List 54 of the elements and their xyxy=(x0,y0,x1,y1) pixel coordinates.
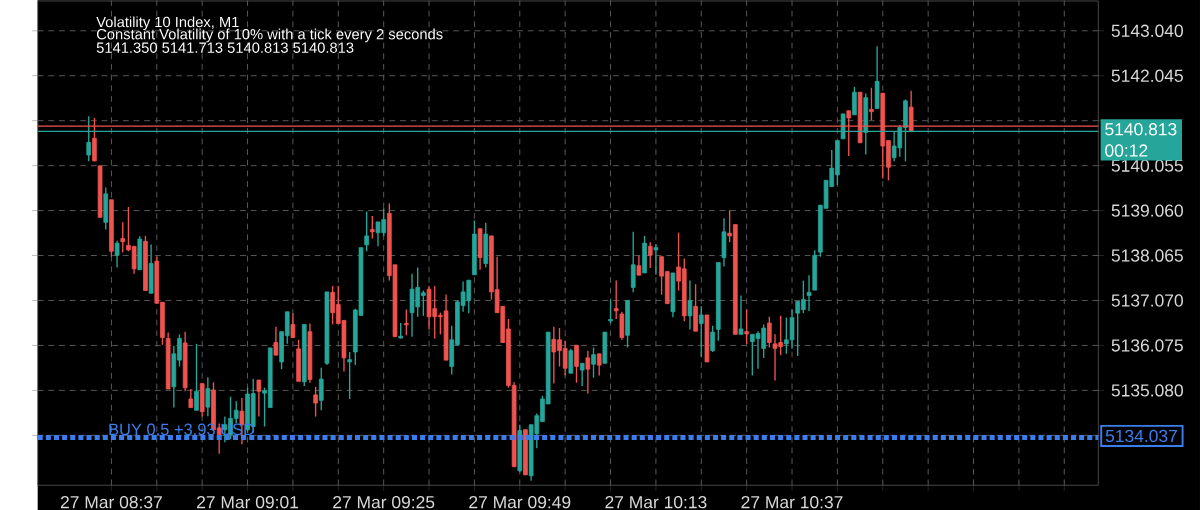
text: Constant Volatility of 10% with a tick every 2 seconds xyxy=(96,28,443,43)
candlestick xyxy=(114,239,120,268)
candlestick xyxy=(318,366,324,411)
candlestick xyxy=(630,230,636,293)
candlestick xyxy=(636,254,642,276)
candlestick xyxy=(313,385,318,418)
x-tick-label: 27 Mar 09:25 xyxy=(333,495,435,509)
candlestick xyxy=(290,312,296,338)
ref-line-label: 5134.037 xyxy=(1105,429,1177,442)
candlestick xyxy=(647,241,653,269)
y-tick-label: 5140.055 xyxy=(1111,159,1183,172)
x-tick-label: 27 Mar 08:37 xyxy=(60,495,162,509)
x-tick-label: 27 Mar 09:01 xyxy=(197,495,299,509)
candlestick xyxy=(738,294,744,335)
candlestick xyxy=(653,243,659,276)
candlestick xyxy=(852,85,857,116)
candlestick xyxy=(256,379,262,418)
candlestick xyxy=(404,308,409,336)
candlestick xyxy=(591,346,596,379)
candlestick xyxy=(369,215,375,240)
y-tick-label: 5137.070 xyxy=(1111,294,1183,307)
y-tick-label: 5138.065 xyxy=(1111,249,1183,262)
candlestick xyxy=(364,210,369,252)
candlestick xyxy=(608,298,613,324)
candlestick xyxy=(574,344,579,384)
candlestick xyxy=(188,388,194,409)
candlestick xyxy=(568,347,574,374)
candlestick xyxy=(194,342,199,411)
candlestick xyxy=(710,324,715,353)
candlestick xyxy=(806,274,812,312)
candlestick xyxy=(205,376,211,417)
candlestick xyxy=(273,325,279,356)
y-tick-label: 5143.040 xyxy=(1111,24,1183,37)
y-tick-label: 5139.060 xyxy=(1111,204,1183,217)
y-tick-label: 5136.075 xyxy=(1111,339,1183,352)
candlestick xyxy=(585,349,591,395)
x-tick-label: 27 Mar 10:37 xyxy=(741,495,843,509)
y-tick-label: 5135.080 xyxy=(1111,384,1183,397)
candlestick xyxy=(869,86,874,121)
candlestick xyxy=(596,352,602,376)
candlestick xyxy=(120,221,126,254)
candlestick xyxy=(347,351,352,400)
candlestick xyxy=(687,279,693,330)
candlestick xyxy=(744,308,749,345)
candlestick xyxy=(579,362,585,387)
candlestick xyxy=(619,310,625,341)
x-tick-label: 27 Mar 09:49 xyxy=(469,495,571,509)
annotation: 5141.350 5141.713 5140.813 5140.813 xyxy=(96,42,354,53)
y-tick-label: 5142.045 xyxy=(1111,69,1183,82)
ref-line-label: 5140.813 00:12 xyxy=(1105,122,1177,157)
x-tick-label: 27 Mar 10:13 xyxy=(605,495,707,509)
candlestick xyxy=(698,305,704,358)
candlestick xyxy=(613,279,619,320)
candlestick xyxy=(767,315,772,348)
